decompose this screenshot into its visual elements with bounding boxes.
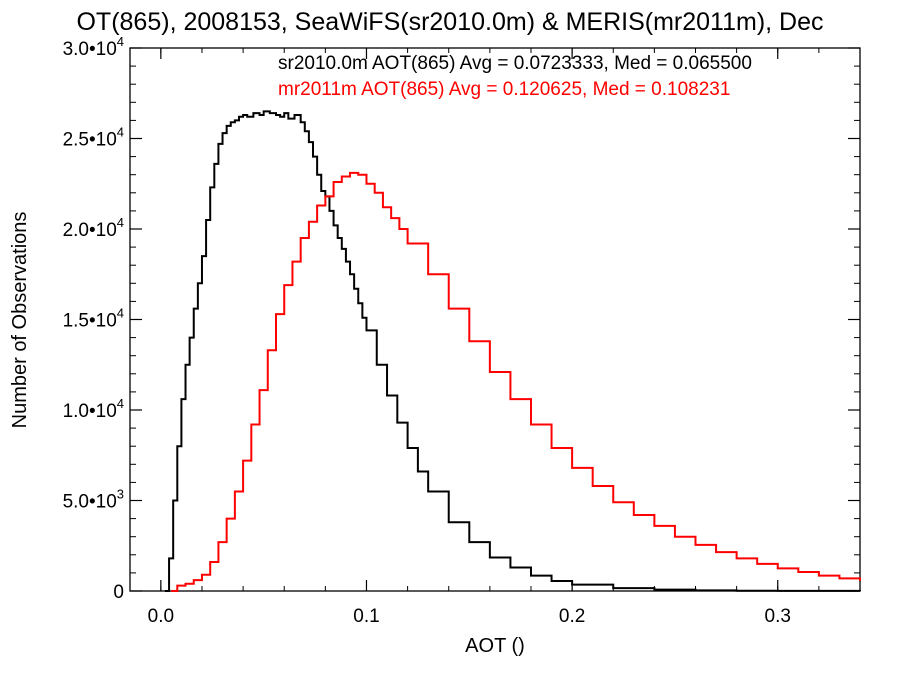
series-layer xyxy=(164,110,861,592)
legend-entry-series-1: sr2010.0m AOT(865) Avg = 0.0723333, Med … xyxy=(278,53,752,74)
series-line-2 xyxy=(171,171,861,592)
x-tick-label: 0.3 xyxy=(765,606,791,627)
x-tick-label: 0.2 xyxy=(559,606,585,627)
x-tick-label: 0.1 xyxy=(353,606,379,627)
plot-frame xyxy=(129,47,861,592)
series-line-1 xyxy=(164,110,861,592)
y-tick-label: 5.0•103 xyxy=(63,487,124,513)
chart-title: OT(865), 2008153, SeaWiFS(sr2010.0m) & M… xyxy=(76,8,823,36)
y-axis-label: Number of Observations xyxy=(9,212,31,429)
y-tick-label: 2.0•104 xyxy=(63,215,124,241)
y-tick-label: 1.5•104 xyxy=(63,306,124,332)
y-tick-label: 0 xyxy=(113,582,124,603)
y-tick-label: 1.0•104 xyxy=(63,396,124,422)
x-axis-label: AOT () xyxy=(465,635,525,657)
y-tick-label: 3.0•104 xyxy=(63,34,124,60)
legend-entry-series-2: mr2011m AOT(865) Avg = 0.120625, Med = 0… xyxy=(278,79,730,100)
y-axis-ticks: 0 5.0•103 1.0•104 1.5•104 2.0•104 2.5•104 3.0•… xyxy=(63,34,860,603)
x-axis-ticks: 0.0 0.1 0.2 0.3 xyxy=(148,48,861,627)
y-tick-label: 2.5•104 xyxy=(63,125,124,151)
x-tick-label: 0.0 xyxy=(148,606,174,627)
